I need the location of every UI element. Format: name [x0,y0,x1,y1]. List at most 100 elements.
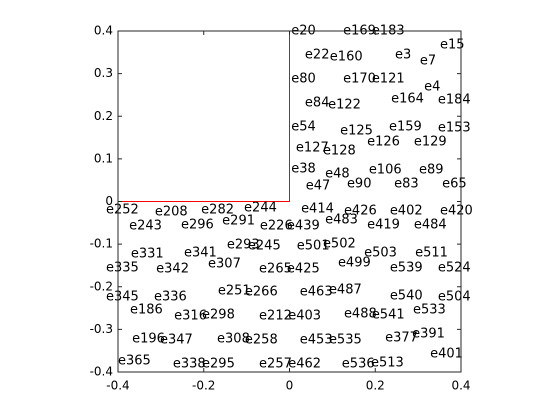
x-tick-label: -0.2 [192,379,215,393]
element-label: e208 [155,205,188,220]
element-label: e295 [202,356,235,371]
element-label: e533 [413,303,446,318]
element-label: e293 [227,237,260,252]
element-label: e244 [244,200,277,215]
element-label: e128 [323,144,356,159]
element-label: e226 [260,218,293,233]
element-label: e258 [245,333,278,348]
element-label: e257 [259,356,292,371]
element-label: e212 [259,309,292,324]
element-label: e501 [297,238,330,253]
element-label: e7 [420,53,436,68]
element-label: e335 [106,260,139,275]
element-label: e316 [174,309,207,324]
element-label: e84 [305,96,330,111]
element-label: e153 [438,121,471,136]
element-label: e243 [129,218,162,233]
element-label: e38 [291,162,316,177]
y-tick-label: 0.4 [94,24,113,38]
y-tick-label: 0 [105,194,113,208]
element-label: e122 [328,98,361,113]
element-label: e391 [412,327,445,342]
element-label: e15 [440,38,465,53]
element-label: e338 [173,356,206,371]
element-label: e196 [132,332,165,347]
element-label: e347 [160,333,193,348]
y-tick-label: -0.4 [90,365,113,379]
element-label: e439 [287,218,320,233]
x-tick-label: 0 [286,379,294,393]
element-label: e126 [367,134,400,149]
element-label: e463 [300,284,333,299]
element-label: e252 [106,203,139,218]
element-label: e121 [372,72,405,87]
element-label: e54 [291,119,316,134]
element-label: e308 [217,332,250,347]
element-label: e462 [288,356,321,371]
element-label: e414 [301,202,334,217]
x-tick-label: 0.2 [366,379,385,393]
element-label: e65 [442,177,467,192]
y-tick-label: 0.3 [94,66,113,80]
element-label: e426 [344,203,377,218]
element-label: e403 [288,309,321,324]
element-label: e425 [287,261,320,276]
element-label: e487 [329,283,362,298]
element-label: e83 [394,177,419,192]
element-label: e503 [364,246,397,261]
x-tick-label: -0.4 [106,379,129,393]
element-label: e341 [184,246,217,261]
element-label: e336 [154,289,187,304]
element-label: e483 [325,212,358,227]
y-tick-label: -0.2 [90,279,113,293]
element-label: e127 [296,140,329,155]
element-label: e22 [305,47,330,62]
element-label: e419 [367,217,400,232]
element-label: e402 [390,203,423,218]
element-label: e90 [347,177,372,192]
y-tick-label: 0.1 [94,151,113,165]
element-label: e524 [438,260,471,275]
element-label: e504 [438,289,471,304]
element-label: e499 [338,255,371,270]
element-label: e129 [414,134,447,149]
boundary-line [118,31,290,202]
element-label: e125 [340,124,373,139]
element-label: e47 [306,179,331,194]
element-label: e401 [430,347,463,362]
element-label: e291 [222,214,255,229]
element-label: e488 [344,307,377,322]
element-label: e160 [330,50,363,65]
element-label: e296 [181,217,214,232]
element-label: e541 [372,307,405,322]
element-label: e265 [259,261,292,276]
element-label: e4 [424,79,440,94]
element-label: e331 [131,246,164,261]
element-label: e540 [390,289,423,304]
element-label: e539 [390,260,423,275]
element-label: e48 [325,166,350,181]
element-label: e159 [389,119,422,134]
element-label: e342 [156,261,189,276]
element-label: e266 [245,284,278,299]
x-tick-label: 0.4 [451,379,470,393]
element-label: e535 [329,333,362,348]
element-label: e453 [300,333,333,348]
element-label: e377 [385,330,418,345]
y-tick-label: -0.1 [90,237,113,251]
element-label: e164 [391,92,424,107]
element-label: e282 [201,203,234,218]
element-label: e184 [438,93,471,108]
element-label: e345 [106,289,139,304]
element-label: e106 [369,162,402,177]
element-label: e251 [218,284,251,299]
element-label: e186 [130,303,163,318]
element-label: e89 [419,162,444,177]
element-label: e420 [440,203,473,218]
element-label: e170 [343,72,376,87]
element-label: e484 [414,217,447,232]
element-label: e3 [395,47,411,62]
element-label: e502 [323,237,356,252]
